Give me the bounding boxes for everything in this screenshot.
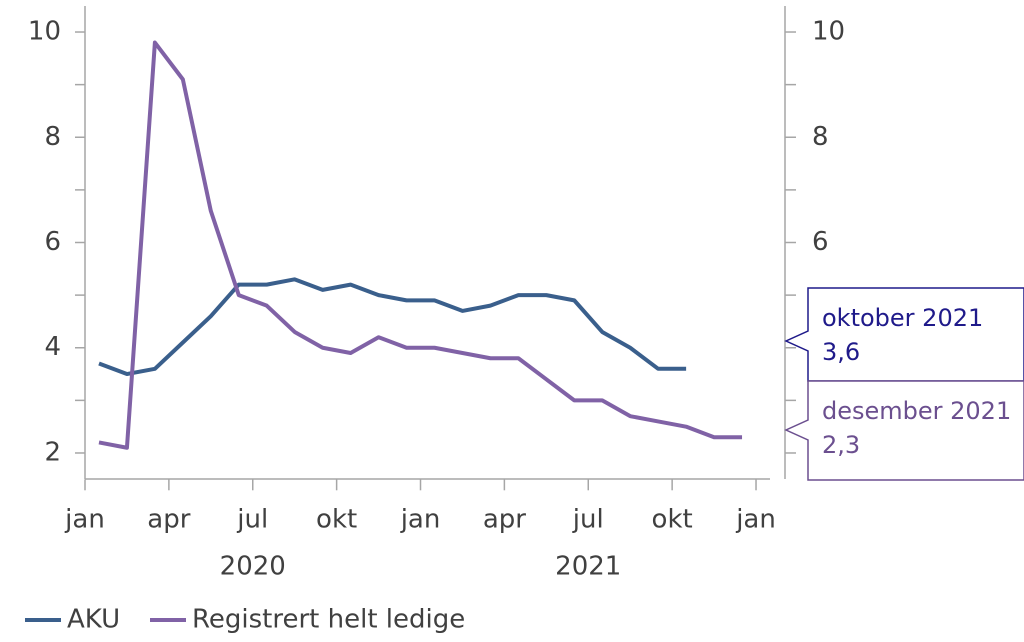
x-tick-label: apr: [483, 505, 526, 535]
y-tick-label: 6: [44, 227, 61, 257]
callout-box: [784, 287, 1024, 382]
callout-text: 3,6: [822, 338, 860, 366]
y-tick-label: 8: [44, 122, 61, 152]
callout-text: oktober 2021: [822, 304, 983, 332]
callout-text: desember 2021: [822, 397, 1011, 425]
x-tick-label: jul: [572, 505, 604, 535]
y-tick-label: 10: [28, 17, 61, 47]
x-tick-label: okt: [652, 505, 693, 535]
x-tick-label: jul: [236, 505, 268, 535]
y2-tick-label: 10: [812, 17, 845, 47]
x-tick-label: okt: [316, 505, 357, 535]
y2-tick-label: 8: [812, 122, 829, 152]
callout-text: 2,3: [822, 431, 860, 459]
y-tick-label: 2: [44, 437, 61, 467]
year-label: 2020: [220, 552, 286, 582]
x-tick-label: jan: [735, 505, 776, 535]
x-tick-label: jan: [64, 505, 105, 535]
series-line: [98, 277, 687, 377]
legend-label: Registrert helt ledige: [192, 605, 465, 635]
y2-tick-label: 6: [812, 227, 829, 257]
x-tick-label: apr: [147, 505, 190, 535]
y-tick-label: 4: [44, 332, 61, 362]
series-line: [98, 40, 743, 450]
callout-box: [784, 380, 1024, 481]
legend-label: AKU: [67, 605, 120, 635]
x-tick-label: jan: [400, 505, 441, 535]
year-label: 2021: [555, 552, 621, 582]
